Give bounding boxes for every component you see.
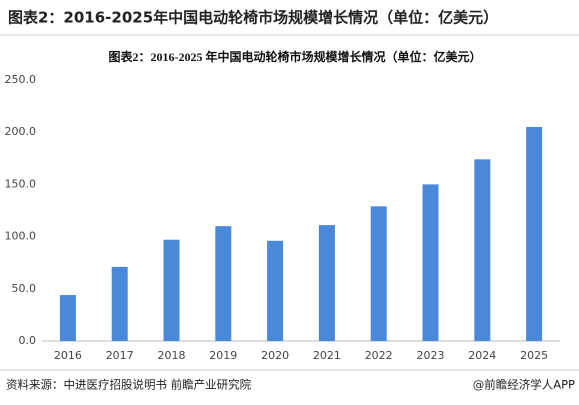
- bar: [111, 266, 128, 341]
- bar: [267, 240, 284, 341]
- bar: [526, 126, 543, 341]
- x-tick-label: 2020: [261, 349, 289, 362]
- source: 资料来源：中进医疗招股说明书 前瞻产业研究院: [6, 378, 252, 392]
- y-tick-label: 250.0: [5, 73, 37, 86]
- x-tick-label: 2023: [417, 349, 445, 362]
- x-tick-label: 2022: [365, 349, 393, 362]
- bar: [474, 159, 491, 341]
- bar: [163, 239, 180, 341]
- y-tick-label: 50.0: [12, 282, 37, 295]
- y-tick-label: 200.0: [5, 125, 37, 138]
- y-tick-label: 0.0: [19, 334, 37, 347]
- y-tick-label: 100.0: [5, 230, 37, 243]
- x-tick-label: 2017: [106, 349, 134, 362]
- credit: @前瞻经济学人APP: [473, 378, 575, 392]
- bar: [422, 184, 439, 341]
- bar: [59, 295, 76, 341]
- y-tick-label: 150.0: [5, 177, 37, 190]
- x-tick-label: 2025: [520, 349, 548, 362]
- x-tick-label: 2018: [158, 349, 186, 362]
- bar: [370, 206, 387, 341]
- x-tick-label: 2021: [313, 349, 341, 362]
- x-tick-label: 2016: [54, 349, 82, 362]
- x-tick-label: 2024: [468, 349, 496, 362]
- bar: [318, 225, 335, 341]
- chart-title: 图表2：2016-2025 年中国电动轮椅市场规模增长情况（单位：亿美元）: [109, 49, 482, 64]
- page-title: 图表2：2016-2025年中国电动轮椅市场规模增长情况（单位：亿美元）: [8, 9, 498, 27]
- x-tick-label: 2019: [209, 349, 237, 362]
- bar: [215, 226, 232, 341]
